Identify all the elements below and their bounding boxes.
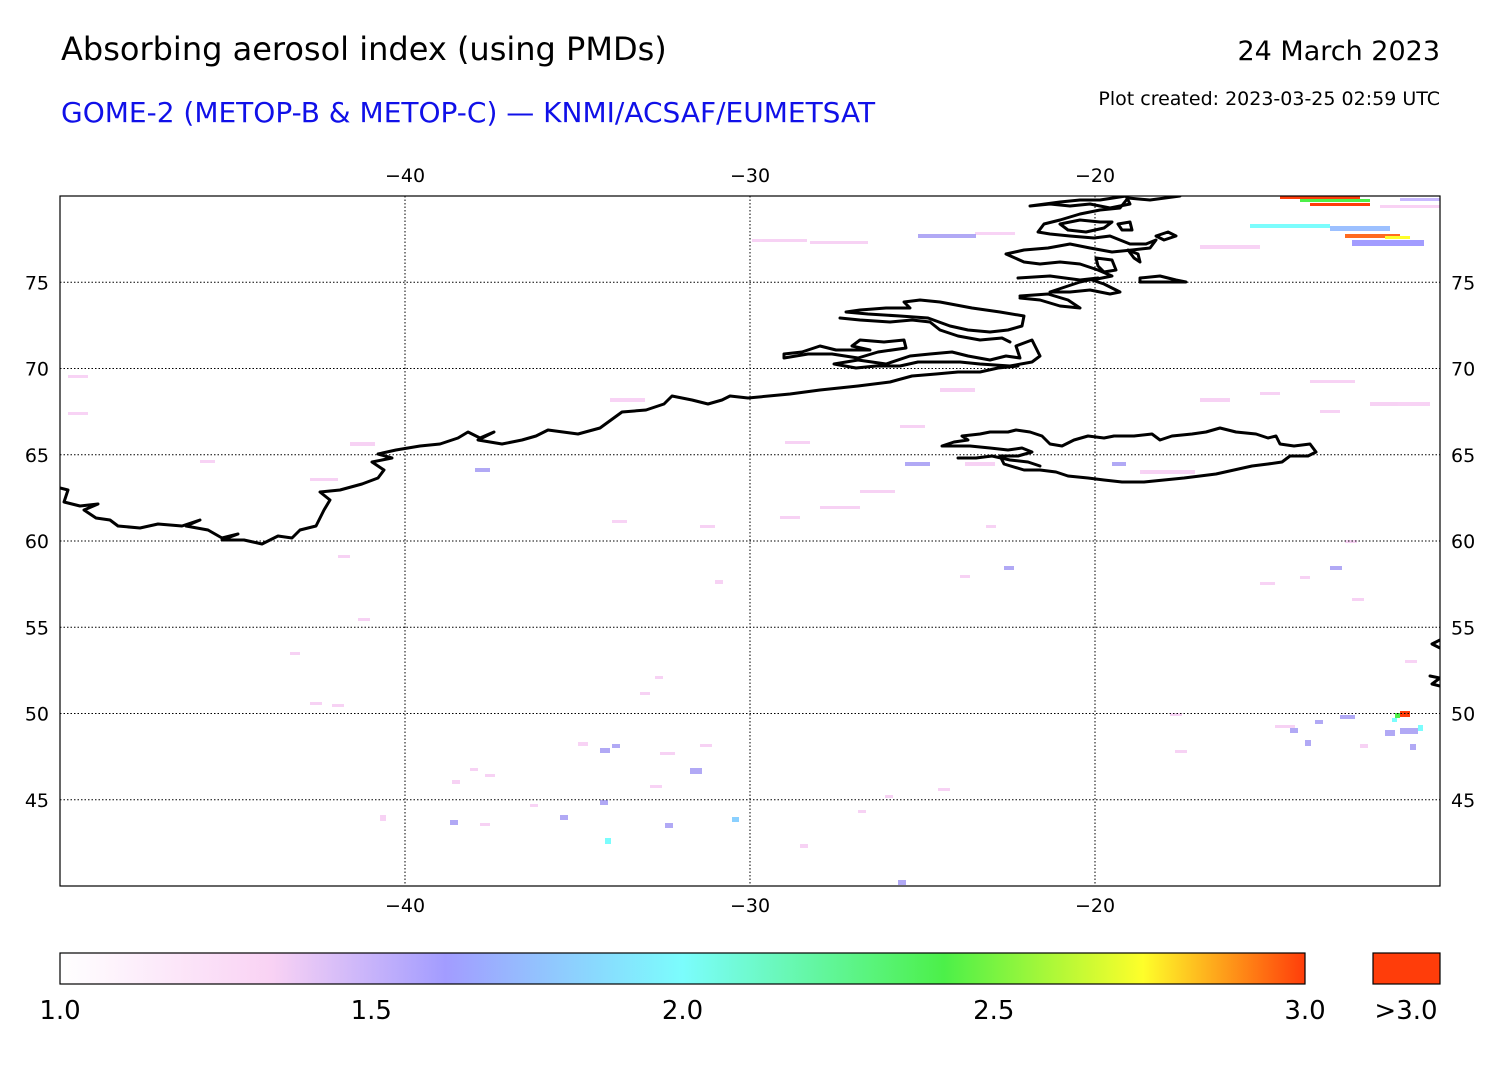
latitude-tick-label: 50 — [25, 704, 49, 726]
latitude-tick-label: 45 — [25, 790, 49, 812]
latitude-tick-label: 70 — [25, 359, 49, 381]
latitude-labels-right: 75 70 65 60 55 50 45 — [1451, 272, 1475, 812]
coastline-iceland — [940, 426, 1318, 484]
coastline-greenland-north-2 — [838, 316, 1012, 344]
map-title: Absorbing aerosol index (using PMDs) — [61, 30, 667, 68]
colorbar-tick-label: 1.5 — [351, 996, 392, 1026]
coastline-greenland-north — [844, 298, 1026, 334]
latitude-tick-label: 75 — [25, 272, 49, 294]
longitude-labels-bottom: −40 −30 −20 — [385, 895, 1115, 917]
longitude-tick-label: −40 — [385, 895, 425, 917]
coastline-greenland — [60, 364, 1020, 546]
longitude-labels-top: −40 −30 −20 — [385, 165, 1115, 187]
colorbar-tick-label: 2.0 — [662, 996, 703, 1026]
coastline-ireland — [1428, 638, 1440, 688]
coastline-svalbard-islands — [1028, 196, 1188, 284]
colorbar-overflow-label: >3.0 — [1374, 996, 1437, 1026]
latitude-tick-label: 55 — [25, 617, 49, 639]
colorbar-tick-labels: 1.0 1.5 2.0 2.5 3.0 — [39, 996, 1325, 1026]
latitude-tick-label: 45 — [1451, 790, 1475, 812]
graticule-grid — [60, 196, 1440, 886]
colorbar-tick-label: 1.0 — [39, 996, 80, 1026]
map-frame — [59, 195, 1441, 887]
coastline-iceland-west — [956, 454, 1042, 468]
map-subtitle: GOME-2 (METOP-B & METOP-C) — KNMI/ACSAF/… — [61, 96, 876, 129]
latitude-tick-label: 65 — [25, 445, 49, 467]
colorbar-tick-label: 2.5 — [973, 996, 1014, 1026]
longitude-tick-label: −20 — [1075, 165, 1115, 187]
map-date: 24 March 2023 — [1237, 36, 1440, 67]
latitude-tick-label: 60 — [1451, 531, 1475, 553]
aerosol-index-pixels — [68, 196, 1440, 885]
longitude-tick-label: −20 — [1075, 895, 1115, 917]
latitude-tick-label: 50 — [1451, 704, 1475, 726]
latitude-tick-label: 75 — [1451, 272, 1475, 294]
longitude-tick-label: −30 — [730, 165, 770, 187]
latitude-tick-label: 65 — [1451, 445, 1475, 467]
coastline-svalbard-fjords — [1004, 196, 1182, 310]
coastline-greenland-fjord-1 — [782, 338, 908, 360]
coastlines — [60, 196, 1440, 688]
longitude-tick-label: −40 — [385, 165, 425, 187]
colorbar-overflow-swatch — [1372, 952, 1441, 985]
latitude-tick-label: 60 — [25, 531, 49, 553]
plot-created-timestamp: Plot created: 2023-03-25 02:59 UTC — [1098, 88, 1440, 110]
longitude-tick-label: −30 — [730, 895, 770, 917]
coastline-greenland-fjord-2 — [832, 338, 1042, 370]
latitude-tick-label: 70 — [1451, 359, 1475, 381]
latitude-labels-left: 75 70 65 60 55 50 45 — [25, 272, 49, 812]
latitude-tick-label: 55 — [1451, 617, 1475, 639]
colorbar-tick-label: 3.0 — [1284, 996, 1325, 1026]
colorbar-gradient — [59, 952, 1306, 985]
